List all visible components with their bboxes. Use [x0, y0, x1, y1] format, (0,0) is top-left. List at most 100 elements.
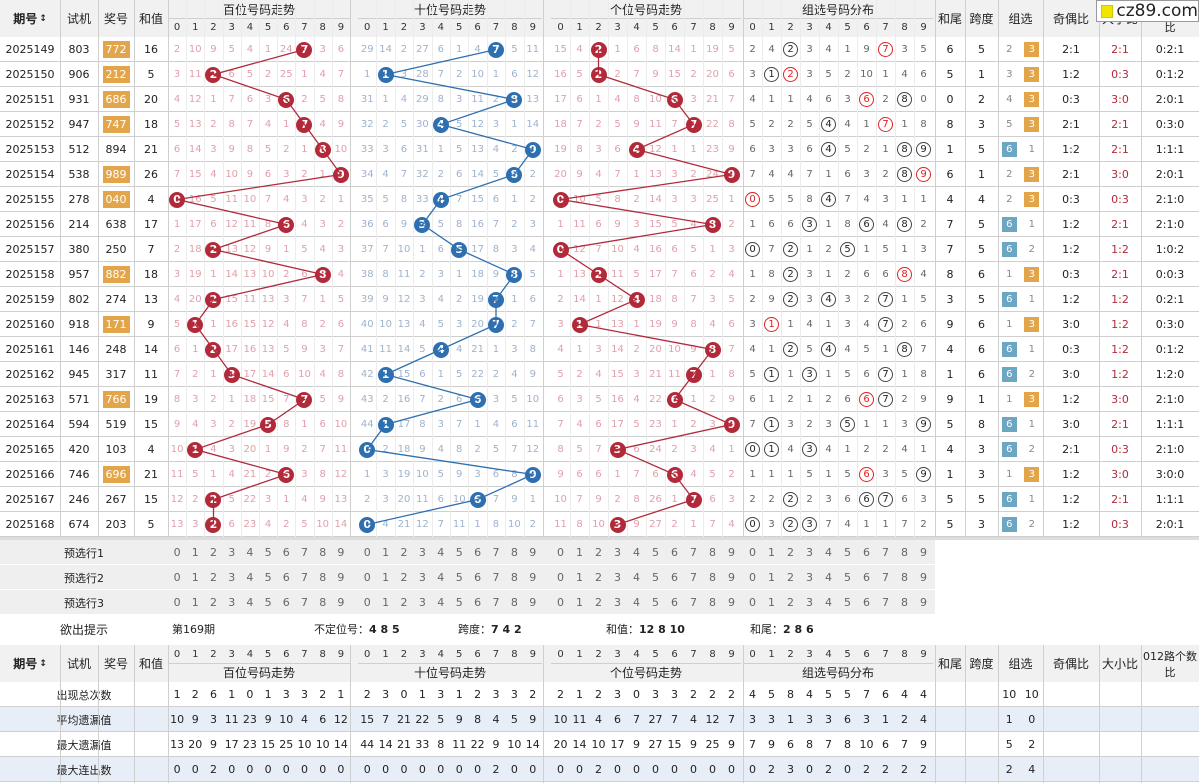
preselect-digit[interactable]: 7 [882, 546, 889, 559]
preselect-digit[interactable]: 3 [418, 571, 426, 584]
preselect-digit[interactable]: 4 [246, 546, 254, 559]
preselect-digit[interactable]: 0 [363, 546, 371, 559]
preselect-digit[interactable]: 5 [652, 546, 659, 559]
preselect-digit[interactable]: 5 [455, 546, 463, 559]
preselect-digit[interactable]: 6 [671, 571, 678, 584]
preselect-digit[interactable]: 2 [595, 571, 602, 584]
preselect-digit[interactable]: 6 [863, 596, 870, 609]
preselect-digit[interactable]: 1 [576, 596, 583, 609]
preselect-digit[interactable]: 9 [529, 571, 537, 584]
preselect-digit[interactable]: 4 [825, 571, 832, 584]
preselect-digit[interactable]: 1 [576, 546, 583, 559]
preselect-digit[interactable]: 0 [557, 596, 564, 609]
preselect-digit[interactable]: 8 [901, 571, 908, 584]
preselect-digit[interactable]: 1 [382, 546, 390, 559]
preselect-digit[interactable]: 6 [282, 546, 290, 559]
preselect-digit[interactable]: 8 [709, 571, 716, 584]
preselect-digit[interactable]: 7 [300, 596, 308, 609]
preselect-digit[interactable]: 2 [787, 571, 794, 584]
preselect-digit[interactable]: 8 [510, 546, 518, 559]
preselect-digit[interactable]: 7 [300, 546, 308, 559]
preselect-digit[interactable]: 9 [337, 546, 345, 559]
preselect-digit[interactable]: 1 [382, 596, 390, 609]
preselect-digit[interactable]: 2 [209, 596, 217, 609]
preselect-digit[interactable]: 7 [882, 596, 889, 609]
preselect-digit[interactable]: 3 [228, 596, 236, 609]
preselect-digit[interactable]: 6 [671, 596, 678, 609]
preselect-digit[interactable]: 8 [901, 546, 908, 559]
preselect-digit[interactable]: 6 [863, 571, 870, 584]
preselect-digit[interactable]: 5 [844, 571, 851, 584]
preselect-digit[interactable]: 5 [844, 546, 851, 559]
preselect-digit[interactable]: 6 [671, 546, 678, 559]
preselect-digit[interactable]: 3 [614, 596, 621, 609]
preselect-digit[interactable]: 6 [474, 546, 482, 559]
preselect-digit[interactable]: 0 [557, 546, 564, 559]
preselect-digit[interactable]: 7 [300, 571, 308, 584]
preselect-digit[interactable]: 2 [595, 546, 602, 559]
preselect-digit[interactable]: 4 [437, 546, 445, 559]
preselect-digit[interactable]: 7 [882, 571, 889, 584]
preselect-digit[interactable]: 9 [728, 571, 735, 584]
preselect-digit[interactable]: 3 [228, 546, 236, 559]
preselect-digit[interactable]: 4 [437, 571, 445, 584]
site-logo[interactable]: cz89.com [1096, 0, 1199, 22]
sort-icon[interactable]: ↕ [39, 13, 47, 24]
preselect-digit[interactable]: 0 [749, 546, 756, 559]
preselect-digit[interactable]: 6 [863, 546, 870, 559]
preselect-digit[interactable]: 4 [246, 596, 254, 609]
sort-icon[interactable]: ↕ [39, 658, 47, 669]
preselect-digit[interactable]: 8 [901, 596, 908, 609]
preselect-digit[interactable]: 6 [474, 571, 482, 584]
preselect-digit[interactable]: 8 [709, 546, 716, 559]
preselect-digit[interactable]: 9 [920, 546, 927, 559]
preselect-digit[interactable]: 0 [173, 546, 181, 559]
preselect-digit[interactable]: 6 [474, 596, 482, 609]
preselect-digit[interactable]: 1 [191, 596, 199, 609]
preselect-digit[interactable]: 5 [455, 596, 463, 609]
preselect-digit[interactable]: 4 [825, 596, 832, 609]
preselect-digit[interactable]: 9 [337, 596, 345, 609]
preselect-digit[interactable]: 4 [437, 596, 445, 609]
preselect-digit[interactable]: 8 [319, 596, 327, 609]
preselect-digit[interactable]: 0 [173, 596, 181, 609]
preselect-digit[interactable]: 7 [690, 546, 697, 559]
preselect-digit[interactable]: 4 [825, 546, 832, 559]
preselect-digit[interactable]: 8 [319, 546, 327, 559]
preselect-digit[interactable]: 2 [400, 546, 408, 559]
preselect-digit[interactable]: 0 [363, 596, 371, 609]
preselect-digit[interactable]: 3 [806, 596, 813, 609]
preselect-digit[interactable]: 5 [264, 546, 272, 559]
preselect-digit[interactable]: 3 [806, 546, 813, 559]
preselect-digit[interactable]: 0 [749, 596, 756, 609]
preselect-digit[interactable]: 2 [787, 596, 794, 609]
preselect-digit[interactable]: 1 [768, 596, 775, 609]
preselect-digit[interactable]: 2 [209, 571, 217, 584]
preselect-digit[interactable]: 5 [264, 571, 272, 584]
preselect-digit[interactable]: 9 [920, 571, 927, 584]
preselect-digit[interactable]: 1 [576, 571, 583, 584]
preselect-digit[interactable]: 0 [173, 571, 181, 584]
preselect-digit[interactable]: 5 [652, 596, 659, 609]
preselect-digit[interactable]: 5 [844, 596, 851, 609]
preselect-digit[interactable]: 4 [633, 546, 640, 559]
preselect-digit[interactable]: 1 [191, 546, 199, 559]
preselect-digit[interactable]: 0 [557, 571, 564, 584]
preselect-digit[interactable]: 2 [209, 546, 217, 559]
preselect-digit[interactable]: 3 [418, 596, 426, 609]
preselect-digit[interactable]: 4 [246, 571, 254, 584]
preselect-digit[interactable]: 9 [337, 571, 345, 584]
preselect-digit[interactable]: 6 [282, 571, 290, 584]
preselect-digit[interactable]: 1 [768, 571, 775, 584]
preselect-digit[interactable]: 3 [418, 546, 426, 559]
preselect-digit[interactable]: 3 [614, 571, 621, 584]
preselect-digit[interactable]: 9 [529, 596, 537, 609]
preselect-digit[interactable]: 8 [319, 571, 327, 584]
preselect-digit[interactable]: 2 [787, 546, 794, 559]
preselect-digit[interactable]: 0 [749, 571, 756, 584]
preselect-digit[interactable]: 8 [510, 596, 518, 609]
header-issue[interactable]: 期号 ↕ [0, 0, 60, 37]
preselect-digit[interactable]: 3 [806, 571, 813, 584]
preselect-digit[interactable]: 7 [492, 571, 500, 584]
preselect-digit[interactable]: 2 [595, 596, 602, 609]
